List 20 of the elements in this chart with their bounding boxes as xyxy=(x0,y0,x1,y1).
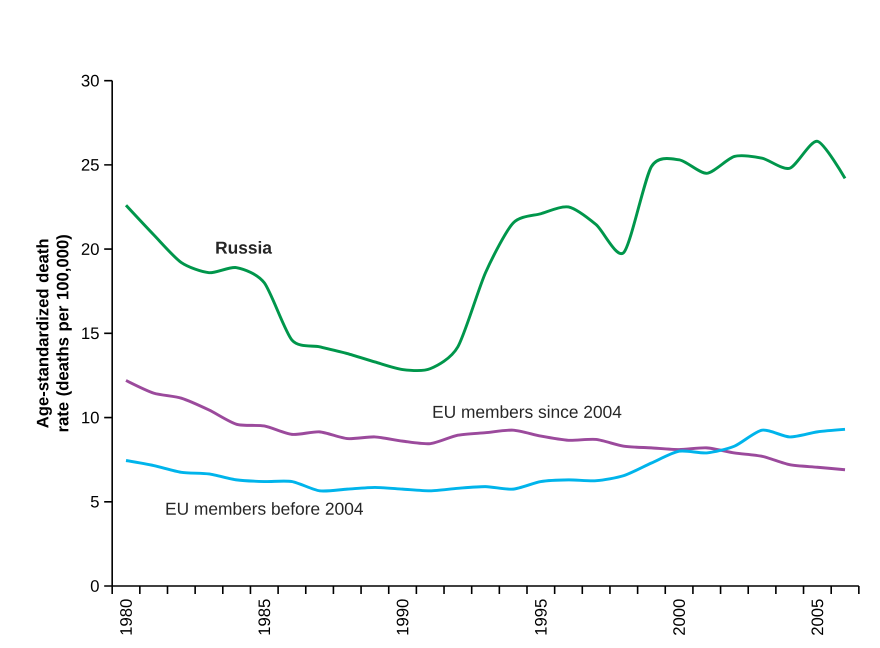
x-tick-label: 1995 xyxy=(534,599,547,634)
y-tick-label: 5 xyxy=(90,496,99,508)
line-series xyxy=(124,379,846,472)
y-tick-label: 10 xyxy=(82,412,99,424)
series-label: EU members before 2004 xyxy=(166,502,363,515)
y-tick-label: 20 xyxy=(82,243,99,256)
y-tick-label: 0 xyxy=(90,580,99,592)
x-tick-label: 1990 xyxy=(396,599,408,634)
line-series xyxy=(124,140,846,372)
y-tick-label: 15 xyxy=(82,328,99,340)
x-tick-label: 2005 xyxy=(811,599,824,635)
y-tick-label: 30 xyxy=(82,74,99,87)
x-tick-label: 1980 xyxy=(120,599,132,634)
series-label: EU members since 2004 xyxy=(434,405,622,418)
y-axis-title: Age-standardized death rate (deaths per 100,000) xyxy=(36,235,72,432)
line-series xyxy=(124,428,846,493)
x-tick-label: 1985 xyxy=(258,599,270,634)
x-tick-label: 2000 xyxy=(673,599,685,635)
series-label: Russia xyxy=(216,241,272,254)
y-tick-label: 25 xyxy=(82,158,99,171)
